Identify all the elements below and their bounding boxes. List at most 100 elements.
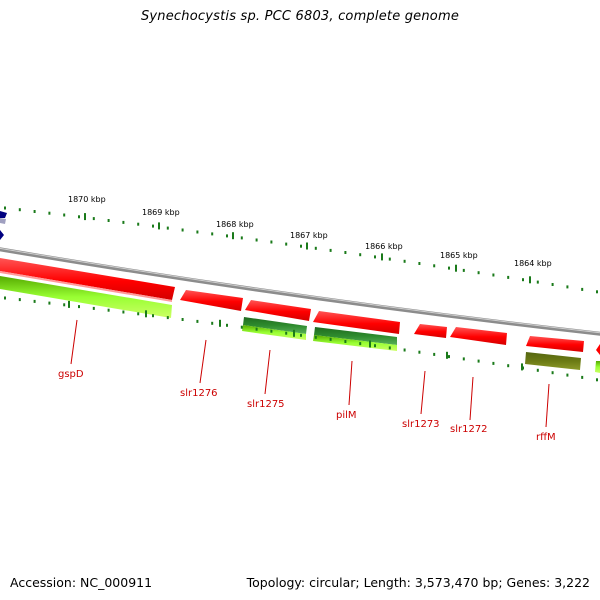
outer-ruler-dot xyxy=(403,259,406,263)
outer-ruler-dot xyxy=(596,290,598,294)
inner-ruler-dot xyxy=(181,318,184,321)
leader-slr1275 xyxy=(264,349,271,395)
gene-arrow-pilM[interactable] xyxy=(313,311,400,334)
feature-rffM[interactable] xyxy=(525,352,581,370)
outer-tick-ruler xyxy=(4,206,598,294)
outer-ruler-dot xyxy=(33,210,36,213)
inner-ruler-major-tick xyxy=(369,340,371,348)
outer-ruler-dot xyxy=(63,213,66,217)
outer-ruler-dot xyxy=(329,248,332,252)
feature-edge[interactable] xyxy=(595,361,600,373)
gene-label-slr1273[interactable]: slr1273 xyxy=(402,419,440,430)
outer-ruler-dot xyxy=(211,232,214,236)
inner-ruler-dot xyxy=(388,346,391,350)
inner-ruler-dot xyxy=(4,296,6,300)
accession-text: Accession: NC_000911 xyxy=(10,575,153,590)
outer-ruler-dot xyxy=(122,220,125,224)
outer-ruler-major-tick xyxy=(381,253,383,261)
gene-label-slr1272[interactable]: slr1272 xyxy=(450,424,488,435)
feature-pilM-dark[interactable] xyxy=(314,327,397,345)
outer-ruler-dot xyxy=(536,280,539,284)
kbp-label-1870: 1870 kbp xyxy=(68,195,106,204)
inner-ruler-dot xyxy=(566,373,569,377)
inner-ruler-dot xyxy=(92,306,95,310)
cds-track xyxy=(0,258,600,355)
inner-ruler-dot xyxy=(226,323,228,327)
inner-ruler-major-tick xyxy=(68,300,70,308)
inner-ruler-dot xyxy=(107,308,110,312)
outer-ruler-dot xyxy=(314,246,317,250)
outer-ruler-dot xyxy=(388,257,391,261)
inner-ruler-dot xyxy=(418,350,421,354)
outer-ruler-dot xyxy=(418,262,421,265)
outer-ruler-dot xyxy=(300,244,302,248)
outer-ruler-dot xyxy=(374,255,376,259)
leader-pilM xyxy=(348,360,353,406)
outer-ruler-dot xyxy=(166,226,169,230)
outer-ruler-dot xyxy=(462,268,465,272)
inner-ruler-dot xyxy=(448,355,450,359)
gene-arrow-gspD-shadow xyxy=(0,271,172,302)
inner-ruler-dot xyxy=(344,340,347,343)
inner-ruler-dot xyxy=(329,337,332,341)
inner-ruler-major-ticks xyxy=(68,300,523,371)
gene-arrow-edge[interactable] xyxy=(596,344,600,355)
feature-slr1275-dark[interactable] xyxy=(243,317,307,334)
kbp-label-1865: 1865 kbp xyxy=(440,251,478,260)
outer-ruler-dot xyxy=(359,253,362,257)
inner-ruler-dot xyxy=(285,331,288,335)
outer-ruler-dot xyxy=(285,242,288,246)
outer-ruler-dot xyxy=(507,275,510,279)
inner-ruler-dot xyxy=(551,371,554,375)
gene-arrow-slr1272[interactable] xyxy=(450,327,507,345)
grey-feature xyxy=(0,218,6,224)
inner-ruler-dot xyxy=(492,361,495,365)
label-leader-lines xyxy=(70,319,550,428)
kbp-label-1868: 1868 kbp xyxy=(216,220,254,229)
genome-backbone[interactable] xyxy=(0,247,600,336)
feature-gspD[interactable] xyxy=(0,276,172,318)
outer-ruler-dot xyxy=(137,222,140,226)
outer-ruler-dot xyxy=(181,228,184,232)
gene-arrow-slr1275[interactable] xyxy=(245,300,311,321)
gene-arrow-slr1273[interactable] xyxy=(414,324,447,338)
gene-arrow-gspD[interactable] xyxy=(0,258,175,300)
kbp-labels: 1870 kbp 1869 kbp 1868 kbp 1867 kbp 1866… xyxy=(68,195,552,268)
inner-ruler-dot xyxy=(122,310,125,314)
outer-ruler-dot xyxy=(522,278,524,282)
gene-label-pilM[interactable]: pilM xyxy=(336,410,357,421)
gene-label-rffM[interactable]: rffM xyxy=(536,432,556,443)
outer-ruler-dot xyxy=(255,238,258,242)
outer-ruler-major-ticks xyxy=(84,213,531,284)
inner-ruler-dot xyxy=(48,301,51,305)
inner-ruler-dot xyxy=(211,321,214,325)
gene-label-slr1276[interactable]: slr1276 xyxy=(180,388,218,399)
outer-ruler-major-tick xyxy=(158,222,160,230)
other-strand-features xyxy=(0,211,7,240)
outer-ruler-major-tick xyxy=(232,232,234,240)
gene-labels: gspD slr1276 slr1275 pilM slr1273 slr127… xyxy=(58,369,556,443)
gene-label-gspD[interactable]: gspD xyxy=(58,369,84,380)
outer-ruler-dot xyxy=(270,240,273,244)
map-title: Synechocystis sp. PCC 6803, complete gen… xyxy=(140,9,460,24)
leader-slr1273 xyxy=(420,370,426,415)
outer-ruler-dot xyxy=(107,219,110,222)
gene-arrow-rffM[interactable] xyxy=(526,336,584,352)
feature-slr1275-light[interactable] xyxy=(242,325,306,340)
inner-ruler-dot xyxy=(196,319,199,323)
leader-gspD xyxy=(70,319,78,365)
outer-ruler-dot xyxy=(492,273,495,277)
inner-ruler-major-tick xyxy=(446,351,448,359)
kbp-label-1866: 1866 kbp xyxy=(365,242,403,251)
outer-ruler-dot xyxy=(566,285,569,289)
outer-ruler-dot xyxy=(48,211,51,215)
outer-ruler-major-tick xyxy=(529,276,531,284)
inner-ruler-dot xyxy=(596,378,598,382)
outer-ruler-dot xyxy=(226,234,228,238)
inner-ruler-dot xyxy=(300,333,302,337)
topology-text: Topology: circular; Length: 3,573,470 bp… xyxy=(246,575,590,590)
blue-feature xyxy=(0,211,7,218)
gene-label-slr1275[interactable]: slr1275 xyxy=(247,399,285,410)
gene-arrow-slr1276[interactable] xyxy=(180,290,243,311)
